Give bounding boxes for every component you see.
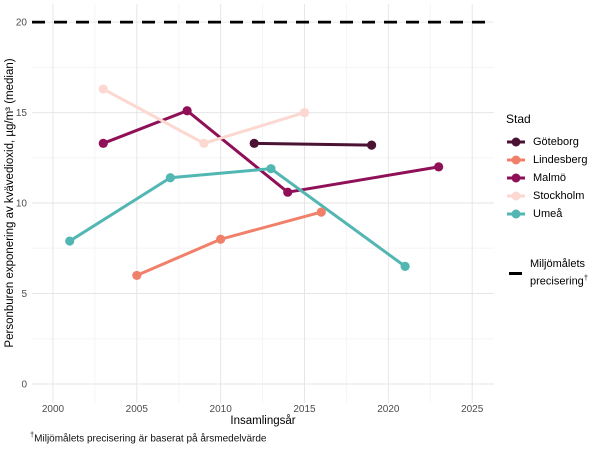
legend: Stad Göteborg Lindesberg Malmö Stockholm xyxy=(506,112,587,223)
data-point-Malmö xyxy=(434,162,444,172)
legend-title: Stad xyxy=(506,112,531,126)
footnote-text: Miljömålets precisering är baserat på år… xyxy=(34,433,267,445)
legend-label: Umeå xyxy=(533,208,563,220)
series-line-Umeå xyxy=(68,167,407,268)
data-point-Lindesberg xyxy=(316,207,326,217)
data-point-Umeå xyxy=(266,164,276,174)
legend-label: Malmö xyxy=(533,172,567,184)
legend-label: Lindesberg xyxy=(533,154,588,166)
line-point-key-icon xyxy=(507,155,525,165)
x-tick-label: 2000 xyxy=(42,404,65,415)
line-point-key-icon xyxy=(507,173,525,183)
series-line-Malmö xyxy=(102,109,439,194)
y-axis-title: Personburen exponering av kvävedioxid, µ… xyxy=(4,58,16,347)
x-axis-title: Insamlingsår xyxy=(230,415,295,427)
series-line-Lindesberg xyxy=(136,210,322,277)
data-point-Stockholm xyxy=(199,138,209,148)
legend-item-umea: Umeå xyxy=(506,205,587,223)
dagger-superscript: † xyxy=(583,273,588,282)
reference-line-label: Miljömålets precisering† xyxy=(530,258,588,289)
series-line-Göteborg xyxy=(254,141,372,147)
series-layer xyxy=(65,84,444,281)
line-point-key-icon xyxy=(507,137,525,147)
legend-label: Göteborg xyxy=(533,136,579,148)
y-tick-label: 0 xyxy=(21,380,27,391)
data-point-Göteborg xyxy=(249,138,259,148)
line-point-key-icon xyxy=(507,209,525,219)
legend-item-goteborg: Göteborg xyxy=(506,133,587,151)
data-point-Lindesberg xyxy=(132,270,142,281)
data-point-Umeå xyxy=(65,236,75,246)
data-point-Malmö xyxy=(98,138,108,148)
legend-label: Stockholm xyxy=(533,190,585,202)
x-tick-label: 2015 xyxy=(293,404,316,415)
data-point-Göteborg xyxy=(366,140,377,150)
legend-item-lindesberg: Lindesberg xyxy=(506,151,587,169)
x-tick-label: 2005 xyxy=(126,404,149,415)
x-tick-label: 2025 xyxy=(461,404,484,415)
tick-label-layer: 0 5 10 15 20 2000 2005 2010 2015 2020 2025 xyxy=(16,18,484,415)
series-line-Stockholm xyxy=(102,87,305,145)
legend-item-malmo: Malmö xyxy=(506,169,587,187)
data-point-Umeå xyxy=(400,261,410,271)
grid-layer xyxy=(32,4,494,403)
data-point-Umeå xyxy=(165,173,175,183)
y-tick-label: 10 xyxy=(16,199,28,210)
legend-item-stockholm: Stockholm xyxy=(506,187,587,205)
data-point-Malmö xyxy=(283,187,293,197)
reference-label-line2: precisering xyxy=(530,275,584,288)
dagger-superscript: † xyxy=(30,430,35,439)
dash-key-icon xyxy=(509,271,522,275)
y-tick-label: 20 xyxy=(16,18,28,29)
reference-line-legend: Miljömålets precisering† xyxy=(506,258,588,289)
data-point-Lindesberg xyxy=(216,234,226,244)
x-tick-label: 2020 xyxy=(377,404,400,415)
y-tick-label: 15 xyxy=(16,108,28,119)
line-point-key-icon xyxy=(507,191,525,201)
data-point-Malmö xyxy=(182,106,192,116)
data-point-Stockholm xyxy=(299,107,310,118)
reference-label-line1: Miljömålets xyxy=(530,258,586,270)
y-tick-label: 5 xyxy=(21,289,27,300)
x-tick-label: 2010 xyxy=(210,404,233,415)
footnote: †Miljömålets precisering är baserat på å… xyxy=(30,430,267,444)
data-point-Stockholm xyxy=(98,84,108,94)
